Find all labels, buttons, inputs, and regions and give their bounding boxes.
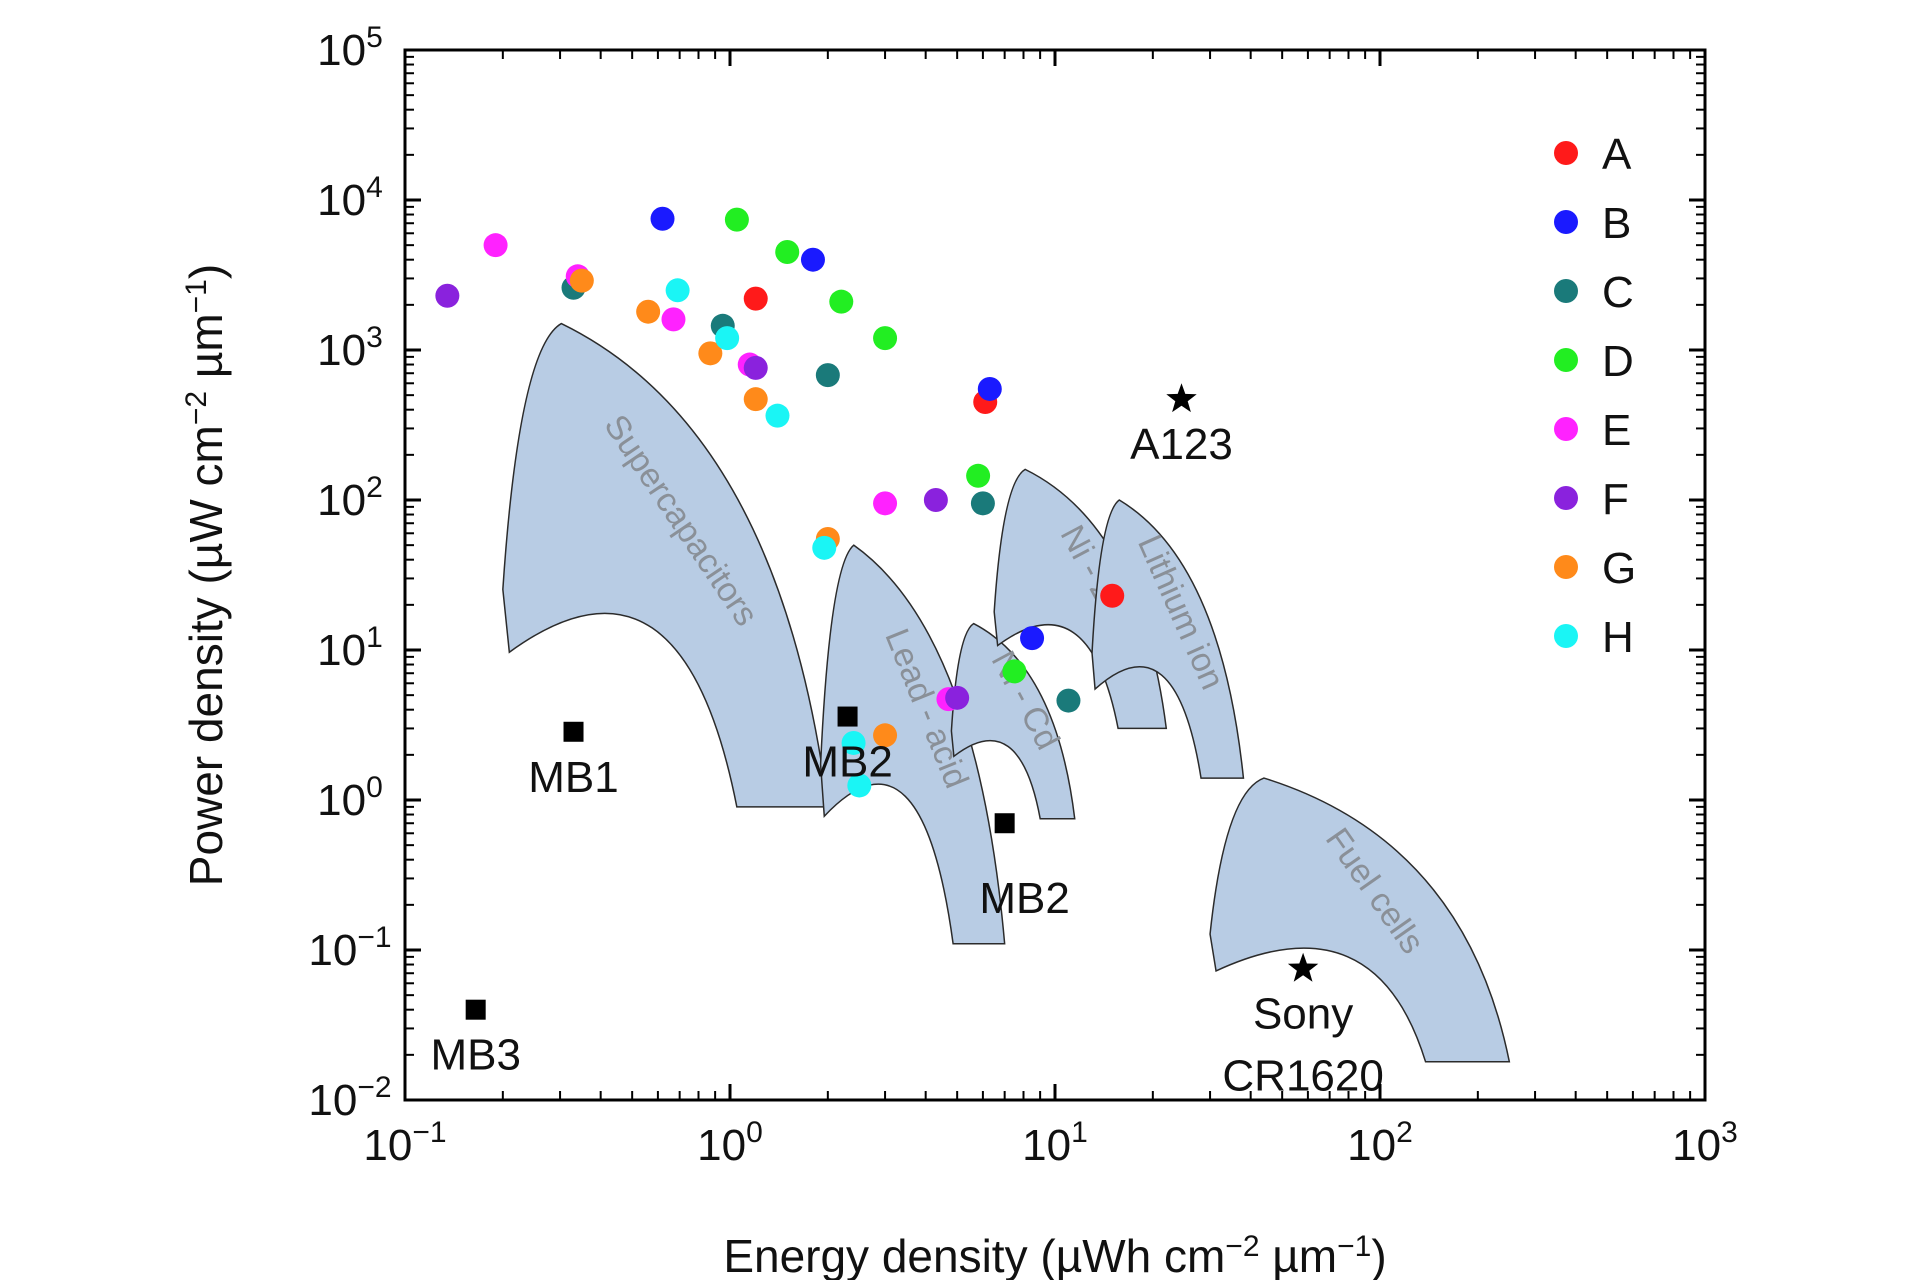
marker-mb1	[563, 721, 584, 742]
data-point-g	[873, 723, 898, 748]
y-tick-label: 104	[317, 171, 383, 225]
data-point-e	[873, 491, 898, 516]
region-fuel-cells	[1209, 777, 1511, 1063]
x-tick-label: 10−1	[363, 1116, 446, 1170]
marker-mb2	[994, 813, 1015, 834]
legend-marker-d	[1554, 348, 1578, 372]
legend-label-h: H	[1602, 613, 1634, 662]
marker-label-a123: A123	[1130, 420, 1233, 469]
data-point-f	[743, 355, 768, 380]
marker-a123-star	[1166, 383, 1197, 413]
data-point-e	[483, 233, 508, 258]
x-tick-label: 100	[697, 1116, 763, 1170]
data-point-h	[765, 403, 790, 428]
data-point-c	[970, 491, 995, 516]
marker-label-mb3: MB3	[430, 1031, 520, 1080]
data-point-d	[724, 207, 749, 232]
data-point-h	[841, 730, 866, 755]
data-point-h	[812, 535, 837, 560]
data-point-b	[977, 376, 1002, 401]
data-point-g	[636, 299, 661, 324]
data-point-c	[815, 363, 840, 388]
region-supercapacitors	[502, 322, 829, 808]
region-lithium-ion	[1091, 499, 1245, 779]
data-point-b	[1020, 626, 1045, 651]
x-tick-label: 103	[1672, 1116, 1738, 1170]
data-point-f	[923, 488, 948, 512]
data-point-f	[945, 685, 970, 710]
legend-label-c: C	[1602, 268, 1634, 317]
legend-label-b: B	[1602, 199, 1631, 248]
region-ni-cd	[950, 622, 1076, 820]
data-point-d	[966, 463, 991, 488]
x-tick-label: 102	[1347, 1116, 1413, 1170]
data-point-e	[661, 307, 686, 332]
data-point-d	[775, 240, 800, 265]
y-tick-label: 10−2	[308, 1071, 391, 1125]
y-axis-title: Power density (µW cm−2 µm−1)	[180, 264, 232, 886]
marker-label-mb2: MB2	[802, 738, 892, 787]
data-point-d	[873, 326, 898, 351]
data-point-h	[665, 278, 690, 303]
data-point-a	[743, 286, 768, 311]
legend-marker-b	[1554, 210, 1578, 234]
data-point-c	[1056, 688, 1081, 713]
marker-sony-star	[1287, 952, 1319, 982]
y-tick-label: 103	[317, 321, 383, 375]
y-tick-label: 101	[317, 621, 383, 675]
data-point-g	[743, 387, 768, 412]
marker-label-sony: Sony	[1253, 990, 1353, 1039]
legend-label-d: D	[1602, 337, 1634, 386]
legend-marker-f	[1554, 486, 1578, 510]
y-tick-label: 102	[317, 471, 383, 525]
data-point-h	[847, 773, 872, 798]
legend-marker-a	[1554, 141, 1578, 165]
data-point-d	[829, 289, 854, 314]
data-point-d	[1002, 659, 1027, 684]
legend-marker-e	[1554, 417, 1578, 441]
legend-label-e: E	[1602, 406, 1631, 455]
legend-marker-g	[1554, 555, 1578, 579]
data-point-a	[1100, 583, 1125, 608]
data-point-g	[569, 268, 594, 293]
y-tick-label: 105	[317, 21, 383, 75]
y-tick-label: 10−1	[308, 921, 391, 975]
legend-label-f: F	[1602, 475, 1629, 524]
data-point-g	[698, 341, 723, 366]
data-point-h	[715, 326, 740, 351]
marker-mb3	[465, 999, 486, 1020]
marker-mb2	[837, 706, 858, 727]
data-point-b	[650, 206, 675, 231]
legend-label-g: G	[1602, 544, 1636, 593]
x-axis-title: Energy density (µWh cm−2 µm−1)	[723, 1230, 1386, 1280]
legend-label-a: A	[1602, 130, 1632, 179]
marker-label-cr1620: CR1620	[1222, 1052, 1383, 1101]
data-point-b	[800, 247, 825, 272]
markers-layer: MB1 MB2 MB2 MB3 A123 Sony CR1620	[430, 383, 1384, 1101]
axes-layer: 10−1 100 101 102 10310−210−11001011021031041…	[308, 21, 1737, 1170]
legend-marker-c	[1554, 279, 1578, 303]
legend-marker-h	[1554, 624, 1578, 648]
data-point-f	[435, 283, 460, 308]
marker-label-mb1: MB1	[528, 753, 618, 802]
points-layer	[435, 206, 1125, 798]
y-tick-label: 100	[317, 771, 383, 825]
marker-label-mb2: MB2	[979, 874, 1069, 923]
x-tick-label: 101	[1022, 1116, 1088, 1170]
